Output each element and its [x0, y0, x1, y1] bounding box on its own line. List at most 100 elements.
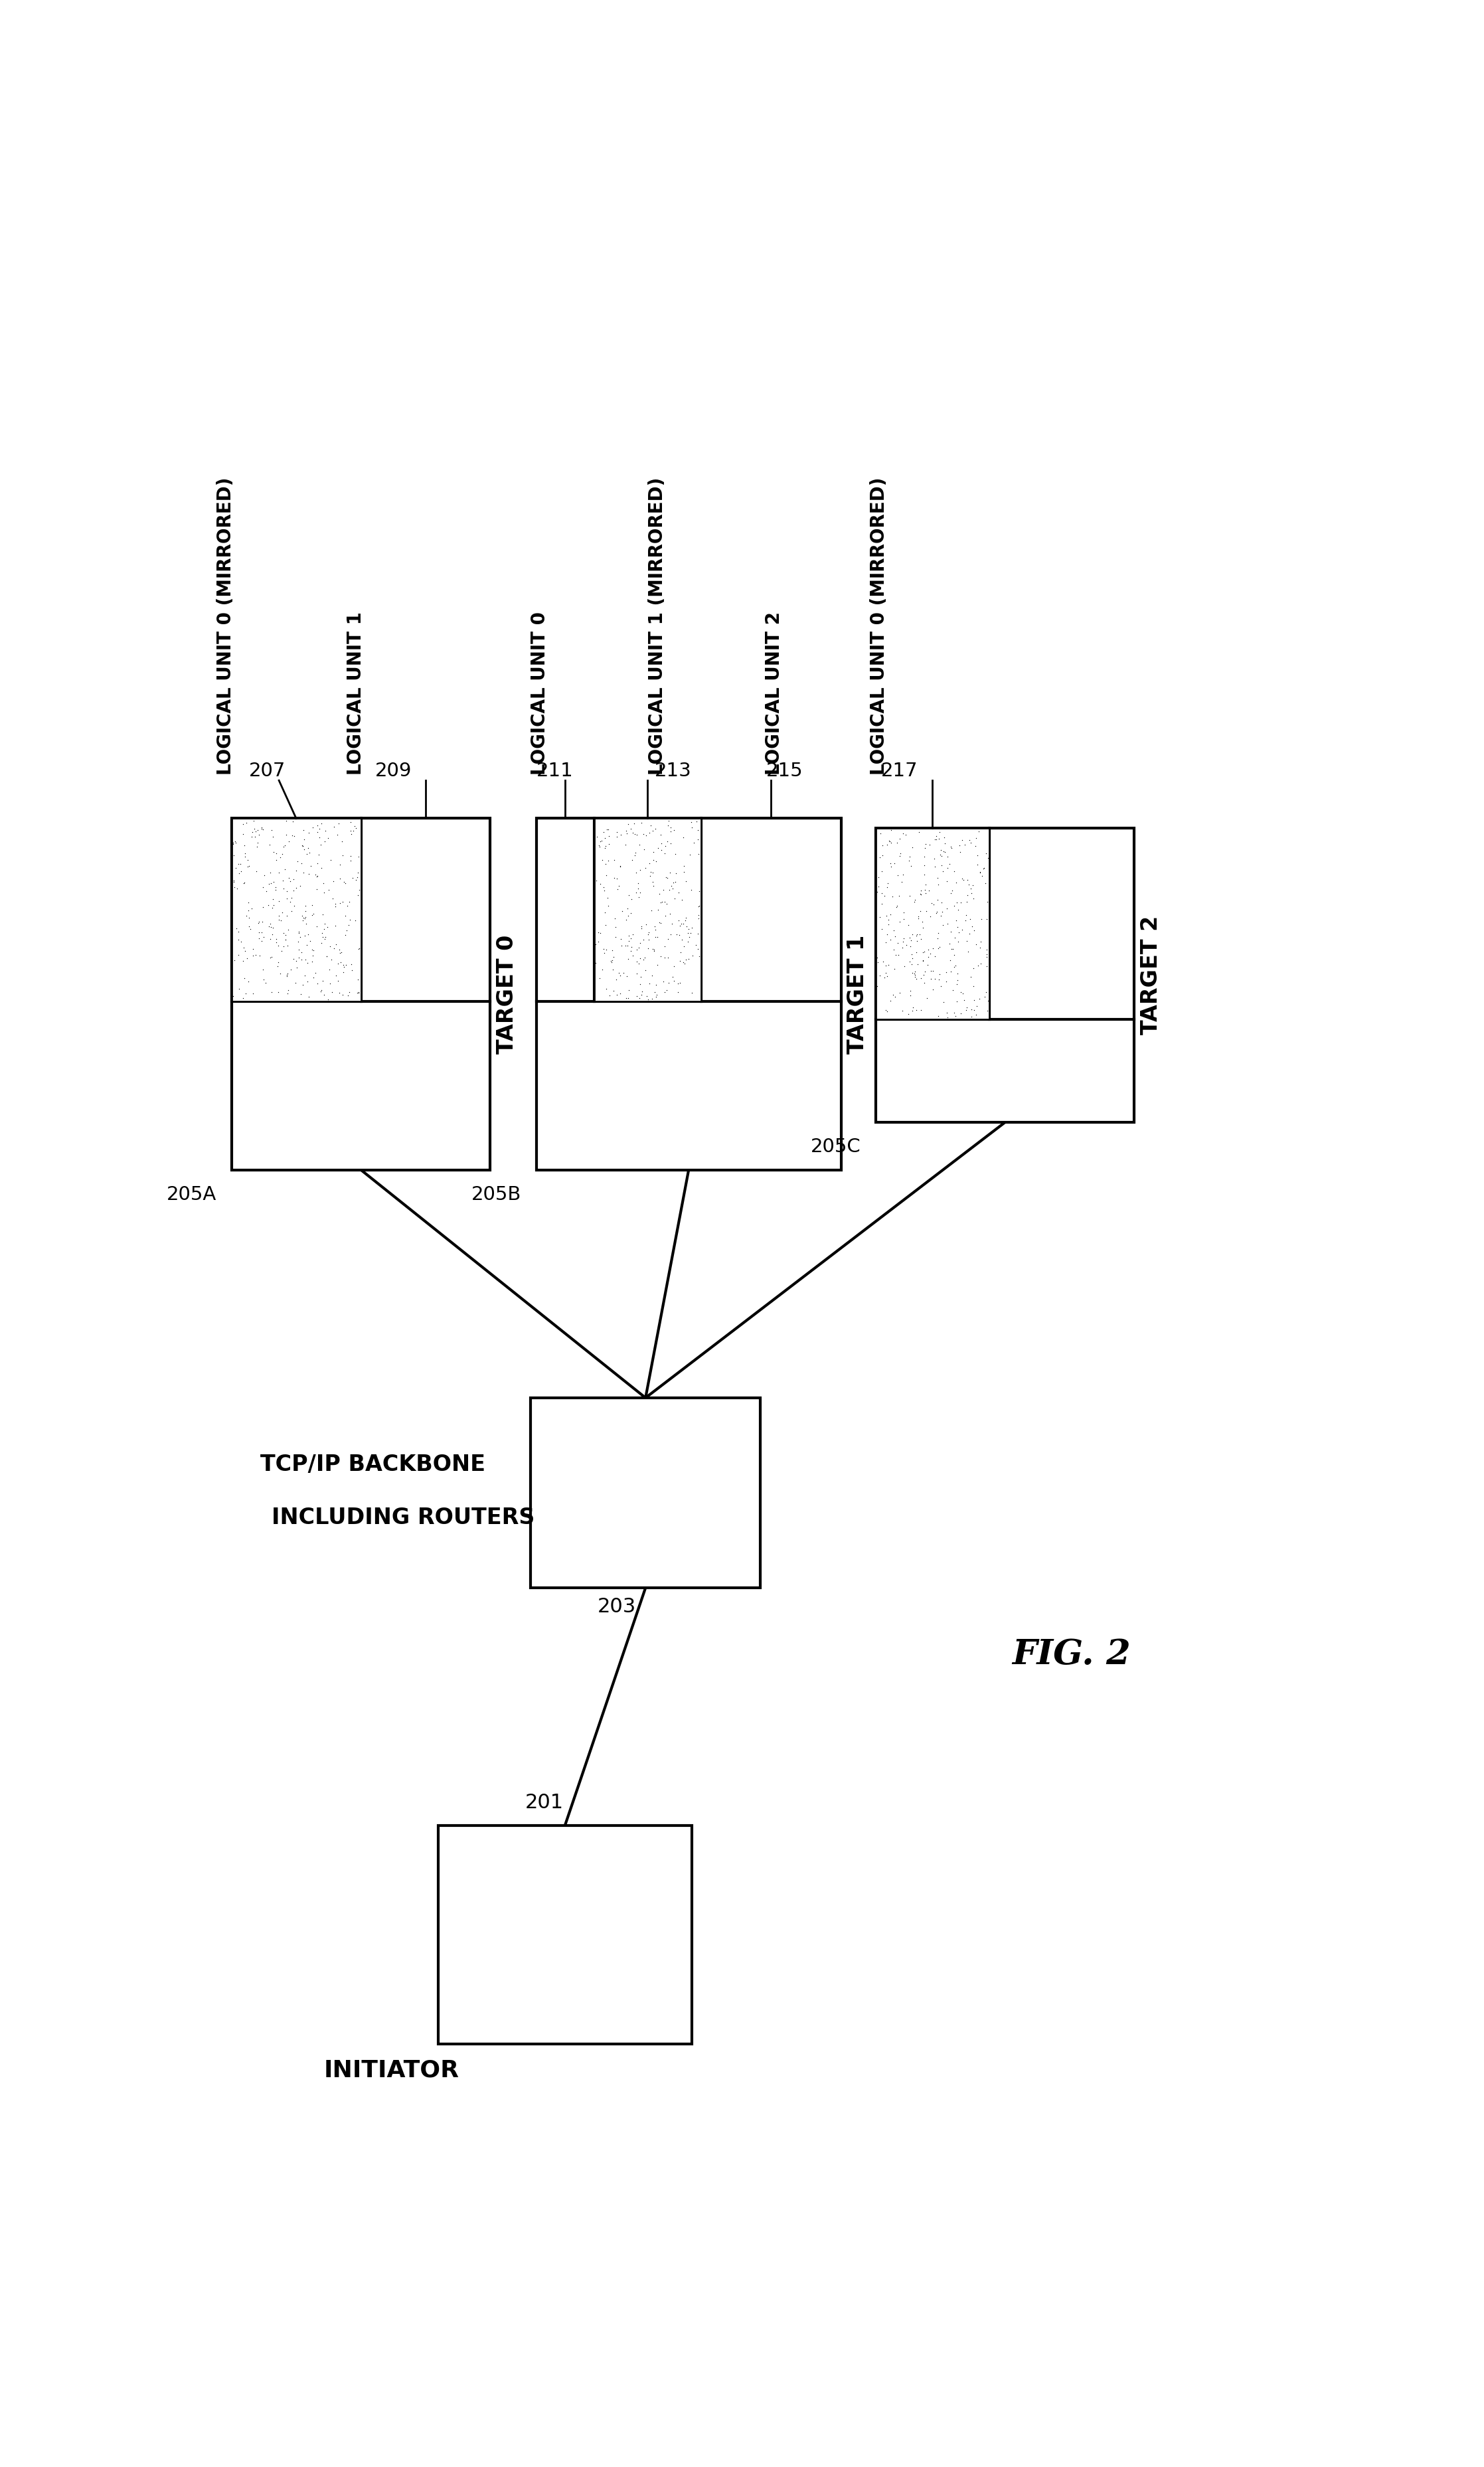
Point — [659, 854, 683, 893]
Point — [643, 930, 666, 970]
Point — [276, 974, 300, 1014]
Point — [226, 935, 249, 974]
Point — [628, 965, 651, 1004]
Point — [313, 918, 337, 957]
Point — [880, 822, 904, 861]
Point — [896, 994, 920, 1034]
Point — [260, 809, 283, 849]
Point — [922, 970, 945, 1009]
Point — [301, 935, 325, 974]
Point — [628, 937, 651, 977]
Point — [264, 920, 288, 960]
Point — [589, 822, 613, 861]
Point — [229, 844, 252, 883]
Point — [945, 883, 969, 923]
Point — [889, 834, 913, 873]
Point — [668, 915, 692, 955]
Point — [962, 910, 985, 950]
Point — [285, 947, 309, 987]
Point — [252, 856, 276, 896]
Point — [338, 802, 362, 841]
Point — [904, 952, 928, 992]
Point — [873, 876, 896, 915]
Point — [883, 915, 907, 955]
Point — [319, 940, 343, 979]
Point — [933, 824, 957, 863]
Point — [586, 913, 610, 952]
Point — [666, 965, 690, 1004]
Point — [938, 940, 962, 979]
Point — [942, 918, 966, 957]
Point — [684, 925, 708, 965]
Point — [907, 898, 930, 937]
Point — [332, 947, 356, 987]
Point — [258, 854, 282, 893]
Point — [300, 942, 324, 982]
Point — [635, 915, 659, 955]
Point — [237, 846, 261, 886]
Point — [233, 826, 257, 866]
Point — [597, 824, 620, 863]
Bar — [232, 819, 490, 1169]
Point — [663, 861, 687, 900]
Point — [313, 910, 337, 950]
Point — [911, 942, 935, 982]
Point — [309, 824, 332, 863]
Point — [945, 908, 969, 947]
Text: TARGET 0: TARGET 0 — [496, 935, 518, 1053]
Point — [666, 900, 690, 940]
Point — [276, 910, 300, 950]
Point — [628, 928, 651, 967]
Text: 211: 211 — [536, 762, 573, 780]
Point — [591, 841, 614, 881]
Point — [865, 967, 889, 1007]
Point — [249, 809, 273, 849]
Point — [623, 814, 647, 854]
Point — [886, 856, 910, 896]
Point — [942, 994, 966, 1034]
Point — [252, 918, 276, 957]
Point — [221, 861, 245, 900]
Point — [913, 952, 936, 992]
Point — [594, 930, 617, 970]
Point — [916, 979, 939, 1019]
Point — [236, 846, 260, 886]
Point — [251, 888, 275, 928]
Point — [867, 859, 890, 898]
Point — [905, 915, 929, 955]
Point — [233, 836, 257, 876]
Point — [650, 831, 674, 871]
Point — [932, 982, 956, 1021]
Point — [334, 915, 358, 955]
Point — [887, 836, 911, 876]
Point — [322, 928, 346, 967]
Point — [251, 950, 275, 989]
Point — [227, 854, 251, 893]
Point — [617, 915, 641, 955]
Point — [634, 817, 657, 856]
Point — [951, 861, 975, 900]
Point — [883, 977, 907, 1016]
Point — [935, 836, 959, 876]
Point — [896, 841, 920, 881]
Point — [346, 974, 370, 1014]
Point — [913, 955, 936, 994]
Point — [887, 972, 911, 1011]
Point — [922, 952, 945, 992]
Point — [651, 871, 675, 910]
Point — [884, 824, 908, 863]
Point — [926, 859, 950, 898]
Point — [236, 962, 260, 1002]
Point — [687, 886, 711, 925]
Point — [657, 962, 681, 1002]
Point — [595, 856, 619, 896]
Point — [922, 928, 945, 967]
Point — [272, 826, 295, 866]
Point — [603, 898, 626, 937]
Point — [221, 836, 245, 876]
Point — [234, 937, 258, 977]
Point — [275, 871, 298, 910]
Point — [641, 861, 665, 900]
Point — [898, 876, 922, 915]
Point — [907, 812, 930, 851]
